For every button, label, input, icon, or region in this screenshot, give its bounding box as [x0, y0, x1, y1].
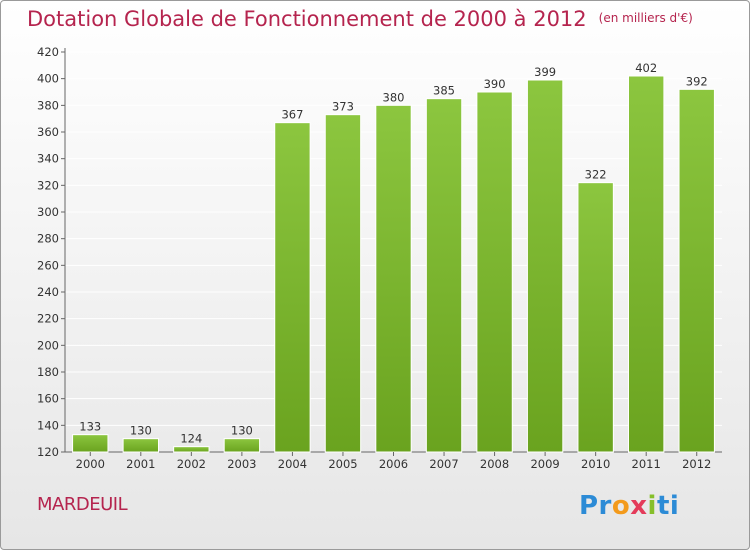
y-tick-label: 160: [37, 392, 59, 406]
data-label: 380: [383, 90, 405, 104]
data-label: 390: [484, 77, 506, 91]
bar: [173, 446, 210, 453]
data-label: 399: [534, 65, 556, 79]
logo-part-4: i: [647, 491, 657, 521]
chart-title: Dotation Globale de Fonctionnement de 20…: [27, 7, 693, 31]
chart-subtitle: (en milliers d'€): [598, 11, 693, 25]
bar: [678, 88, 715, 453]
x-tick-label: 2010: [581, 457, 610, 471]
data-label: 130: [231, 424, 253, 438]
commune-name: MARDEUIL: [37, 494, 128, 515]
x-tick-label: 2009: [530, 457, 559, 471]
x-tick-label: 2005: [328, 457, 357, 471]
x-tick-label: 2000: [76, 457, 105, 471]
data-label: 402: [635, 61, 657, 75]
y-tick-label: 380: [37, 98, 59, 112]
y-tick-label: 140: [37, 418, 59, 432]
logo-part-5: ti: [656, 491, 680, 521]
bar: [628, 75, 665, 453]
bar: [122, 438, 159, 453]
data-label: 367: [281, 108, 303, 122]
y-tick-label: 180: [37, 365, 59, 379]
data-label: 322: [585, 168, 607, 182]
x-tick-label: 2011: [632, 457, 661, 471]
data-label: 385: [433, 84, 455, 98]
data-label: 373: [332, 100, 354, 114]
y-tick-label: 300: [37, 205, 59, 219]
x-tick-label: 2007: [429, 457, 458, 471]
x-tick-label: 2006: [379, 457, 408, 471]
y-tick-label: 200: [37, 338, 59, 352]
bar: [526, 79, 564, 453]
data-label: 124: [180, 432, 202, 446]
logo-part-2: o: [611, 491, 631, 521]
x-tick-label: 2008: [480, 457, 509, 471]
bar: [577, 182, 614, 453]
bar: [72, 434, 109, 453]
x-tick-label: 2003: [227, 457, 256, 471]
y-tick-label: 220: [37, 312, 59, 326]
x-tick-label: 2004: [278, 457, 307, 471]
bar: [425, 98, 463, 453]
data-label: 392: [686, 74, 708, 88]
bar: [223, 438, 261, 453]
y-tick-label: 320: [37, 178, 59, 192]
y-tick-label: 280: [37, 232, 59, 246]
x-tick-label: 2002: [177, 457, 206, 471]
bar: [476, 91, 513, 453]
y-tick-label: 260: [37, 258, 59, 272]
bar: [324, 114, 362, 453]
y-tick-label: 120: [37, 445, 59, 459]
proxiti-logo: Proxiti: [579, 491, 679, 521]
logo-part-1: Pr: [579, 491, 612, 521]
logo-part-3: x: [630, 491, 648, 521]
y-tick-label: 420: [37, 45, 59, 59]
x-tick-label: 2012: [682, 457, 711, 471]
y-tick-label: 360: [37, 125, 59, 139]
data-label: 133: [79, 420, 101, 434]
chart-title-text: Dotation Globale de Fonctionnement de 20…: [27, 7, 587, 31]
data-label: 130: [130, 424, 152, 438]
bar: [274, 122, 311, 453]
x-tick-label: 2001: [126, 457, 155, 471]
y-tick-label: 400: [37, 72, 59, 86]
bar: [375, 104, 412, 453]
y-tick-label: 340: [37, 152, 59, 166]
y-tick-label: 240: [37, 285, 59, 299]
